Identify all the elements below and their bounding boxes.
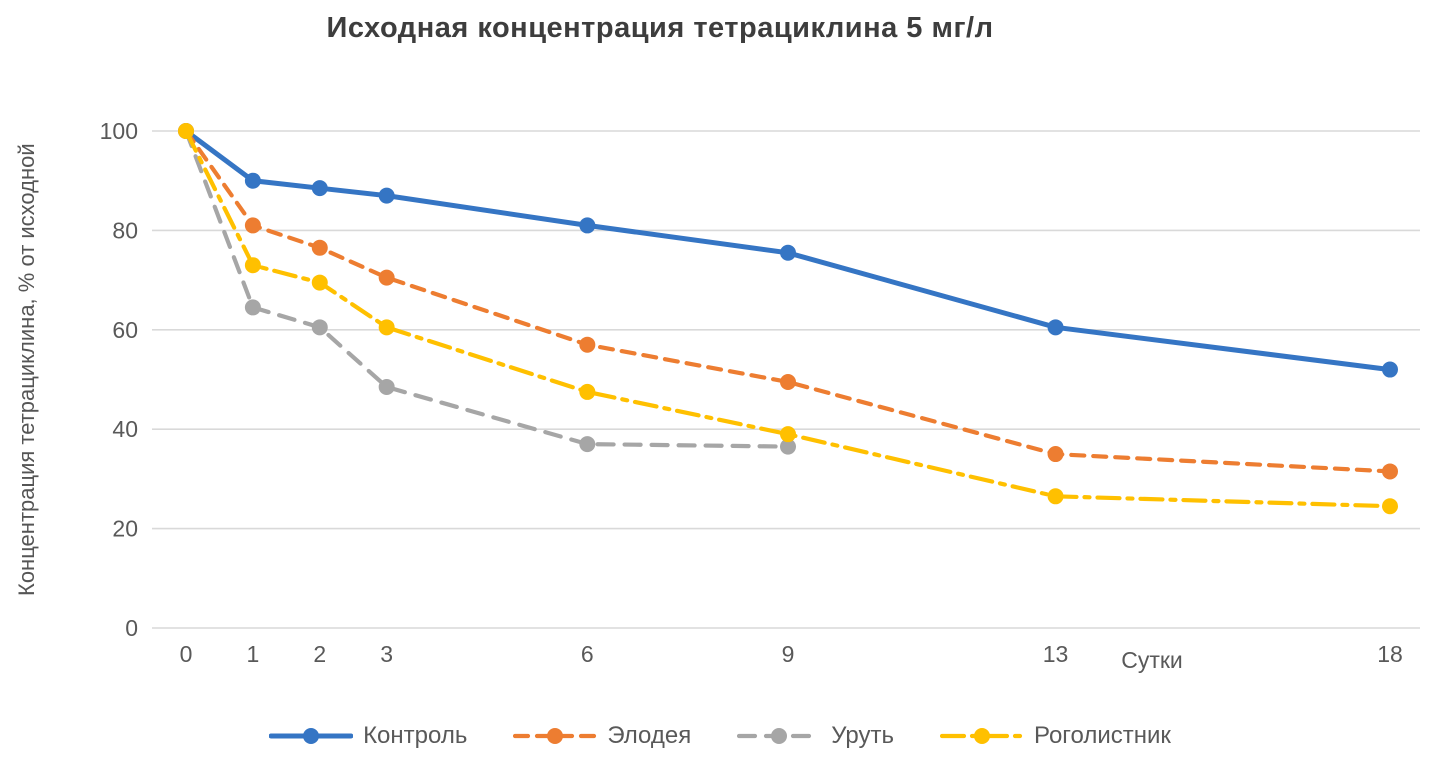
- y-tick-label: 60: [112, 317, 138, 343]
- data-point-marker: [378, 319, 395, 336]
- legend-item-2: Уруть: [737, 722, 894, 750]
- legend-item-1: Элодея: [513, 722, 691, 750]
- data-point-marker: [178, 123, 194, 139]
- data-point-marker: [579, 383, 596, 400]
- legend-line-sample: [939, 728, 1024, 744]
- legend-label: Элодея: [607, 722, 692, 749]
- series-line-0: [183, 128, 1393, 373]
- x-tick-label: 0: [180, 641, 193, 667]
- legend-label: Уруть: [831, 722, 894, 749]
- data-point-marker: [378, 187, 395, 204]
- data-point-marker: [1047, 319, 1064, 336]
- data-point-marker: [780, 426, 796, 443]
- x-tick-label: 9: [782, 641, 795, 667]
- x-tick-label: 6: [581, 641, 594, 667]
- x-tick-label: 18: [1377, 641, 1403, 667]
- data-point-marker: [378, 378, 395, 395]
- data-point-marker: [1382, 361, 1398, 378]
- legend: Контроль Элодея Уруть Роголистник: [0, 722, 1440, 750]
- y-tick-label: 0: [125, 615, 138, 641]
- x-tick-label: 2: [313, 641, 326, 667]
- data-point-marker: [244, 299, 261, 316]
- legend-label: Контроль: [363, 722, 468, 749]
- x-tick-label: 3: [380, 641, 393, 667]
- data-point-marker: [311, 239, 328, 256]
- series-line-1: [183, 128, 1393, 474]
- chart-title: Исходная концентрация тетрациклина 5 мг/…: [326, 12, 994, 44]
- data-point-marker: [244, 257, 261, 274]
- data-point-marker: [780, 373, 796, 390]
- x-tick-label: 13: [1043, 641, 1069, 667]
- data-point-marker: [1382, 463, 1398, 480]
- y-tick-label: 80: [112, 217, 138, 243]
- legend-line-sample: [269, 728, 354, 744]
- data-point-marker: [378, 269, 395, 286]
- data-point-marker: [579, 436, 596, 453]
- data-point-marker: [1047, 446, 1064, 463]
- data-point-marker: [579, 336, 596, 353]
- legend-item-3: Роголистник: [939, 722, 1171, 750]
- x-axis-label: Сутки: [1121, 647, 1183, 673]
- data-point-marker: [780, 244, 796, 261]
- legend-label: Роголистник: [1033, 722, 1171, 749]
- series-line-2: [183, 128, 791, 449]
- y-tick-label: 40: [112, 416, 138, 442]
- data-point-marker: [1047, 488, 1064, 505]
- data-point-marker: [311, 274, 328, 291]
- data-point-marker: [780, 438, 796, 455]
- y-tick-label: 100: [100, 118, 138, 144]
- x-tick-label: 1: [246, 641, 259, 667]
- series-line-3: [183, 128, 1393, 509]
- data-point-marker: [579, 217, 596, 234]
- legend-line-sample: [737, 728, 822, 744]
- data-point-marker: [1382, 498, 1398, 515]
- data-point-marker: [311, 180, 328, 197]
- data-point-marker: [244, 172, 261, 189]
- y-tick-label: 20: [112, 516, 138, 542]
- data-point-marker: [244, 217, 261, 234]
- legend-line-sample: [513, 728, 598, 744]
- data-point-marker: [311, 319, 328, 336]
- legend-item-0: Контроль: [269, 722, 467, 750]
